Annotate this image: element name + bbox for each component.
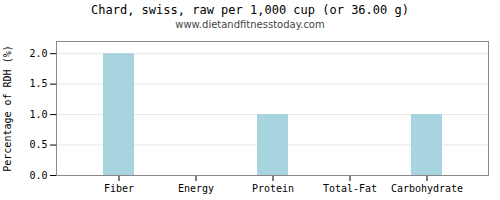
svg-text:Total-Fat: Total-Fat — [323, 183, 377, 194]
svg-text:2.0: 2.0 — [29, 48, 47, 59]
svg-text:0.5: 0.5 — [29, 139, 47, 150]
svg-text:Fiber: Fiber — [104, 183, 134, 194]
svg-text:1.0: 1.0 — [29, 109, 47, 120]
svg-text:1.5: 1.5 — [29, 78, 47, 89]
svg-text:Percentage of RDH (%): Percentage of RDH (%) — [2, 45, 13, 171]
html-text:Chard, swiss, raw per 1,000 cu: Chard, swiss, raw per 1,000 cup (or 36.0… — [91, 3, 409, 17]
svg-text:0.0: 0.0 — [29, 170, 47, 181]
svg-text:Protein: Protein — [252, 183, 294, 194]
svg-text:Energy: Energy — [178, 183, 214, 194]
svg-text:Carbohydrate: Carbohydrate — [391, 183, 463, 194]
html-text:www.dietandfitnesstoday.com: www.dietandfitnesstoday.com — [175, 19, 325, 30]
